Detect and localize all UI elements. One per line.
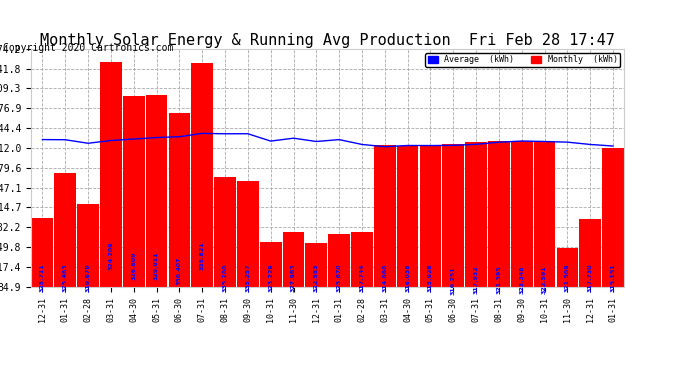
Text: 317.730: 317.730	[588, 264, 593, 292]
Bar	[465, 142, 487, 339]
Text: 325.711: 325.711	[40, 263, 45, 292]
Bar	[602, 148, 624, 339]
Text: Copyright 2020 Cartronics.com: Copyright 2020 Cartronics.com	[3, 43, 174, 53]
Text: 326.609: 326.609	[131, 252, 136, 280]
Text: 319.679: 319.679	[86, 263, 90, 292]
Text: 321.395: 321.395	[496, 265, 502, 294]
Bar	[32, 219, 53, 339]
Text: 322.583: 322.583	[314, 263, 319, 292]
Text: 329.011: 329.011	[154, 251, 159, 280]
Bar	[55, 173, 76, 339]
Bar	[374, 146, 395, 339]
Bar	[214, 177, 236, 339]
Text: 317.744: 317.744	[359, 263, 364, 292]
Bar	[77, 204, 99, 339]
Bar	[420, 146, 442, 339]
Bar	[580, 219, 601, 339]
Text: 314.060: 314.060	[382, 264, 387, 292]
Bar	[442, 144, 464, 339]
Bar	[123, 96, 145, 339]
Text: 315.928: 315.928	[428, 263, 433, 292]
Text: 335.821: 335.821	[199, 242, 205, 270]
Text: 322.591: 322.591	[542, 266, 547, 294]
Text: 321.509: 321.509	[565, 264, 570, 292]
Text: 316.038: 316.038	[405, 264, 410, 292]
Bar	[328, 234, 350, 339]
Text: 323.348: 323.348	[520, 265, 524, 294]
Text: 324.209: 324.209	[108, 242, 113, 270]
Title: Monthly Solar Energy & Running Avg Production  Fri Feb 28 17:47: Monthly Solar Energy & Running Avg Produ…	[40, 33, 615, 48]
Bar	[511, 141, 533, 339]
Text: 315.151: 315.151	[611, 263, 615, 292]
Legend: Average  (kWh), Monthly  (kWh): Average (kWh), Monthly (kWh)	[425, 53, 620, 67]
Bar	[237, 181, 259, 339]
Text: 335.257: 335.257	[246, 263, 250, 292]
Text: 325.463: 325.463	[63, 263, 68, 292]
Text: 316.251: 316.251	[451, 266, 456, 295]
Bar	[146, 95, 168, 339]
Text: 323.229: 323.229	[268, 263, 273, 292]
Bar	[191, 63, 213, 339]
Text: 325.670: 325.670	[337, 264, 342, 292]
Bar	[351, 232, 373, 339]
Text: 327.983: 327.983	[291, 263, 296, 292]
Bar	[534, 142, 555, 339]
Text: 317.932: 317.932	[473, 266, 479, 294]
Bar	[488, 141, 510, 339]
Bar	[306, 243, 327, 339]
Bar	[260, 242, 282, 339]
Text: 330.407: 330.407	[177, 257, 182, 285]
Bar	[283, 232, 304, 339]
Bar	[100, 62, 121, 339]
Text: 335.200: 335.200	[223, 264, 228, 292]
Bar	[168, 114, 190, 339]
Bar	[397, 146, 418, 339]
Bar	[557, 249, 578, 339]
